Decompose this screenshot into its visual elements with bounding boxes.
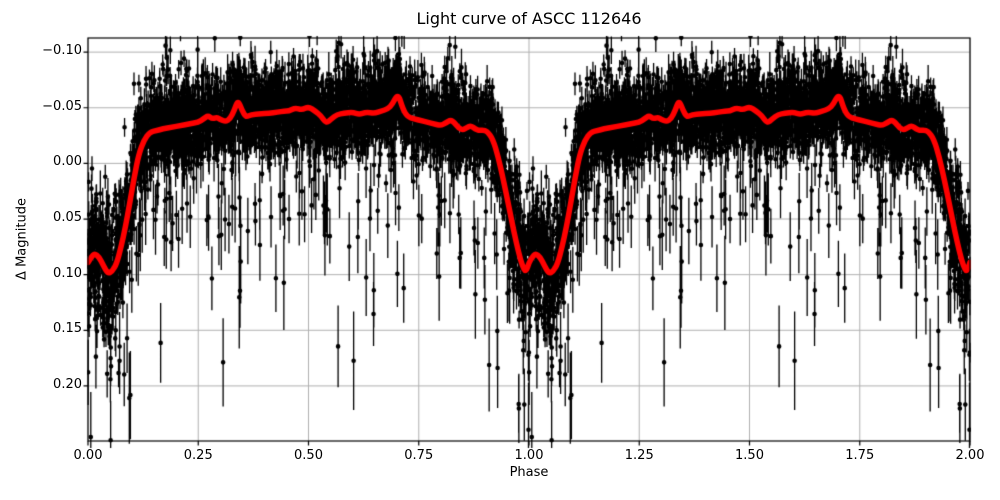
y-tick-label: −0.05	[42, 98, 82, 114]
y-tick-label: −0.10	[42, 43, 82, 59]
x-tick-label: 0.75	[404, 448, 434, 463]
x-axis-label: Phase	[509, 465, 549, 480]
y-tick-label: 0.00	[53, 154, 82, 170]
x-tick-label: 1.50	[735, 448, 764, 463]
x-tick-label: 0.50	[294, 448, 323, 463]
y-tick-label: 0.05	[53, 210, 82, 226]
x-tick-label: 2.00	[955, 448, 985, 463]
x-tick-label: 0.00	[73, 448, 103, 463]
x-tick-label: 1.25	[624, 448, 654, 463]
x-tick-label: 0.25	[183, 448, 213, 463]
y-tick-label: 0.15	[53, 321, 82, 337]
y-tick-label: 0.10	[53, 265, 82, 281]
x-tick-label: 1.75	[845, 448, 875, 463]
chart-title: Light curve of ASCC 112646	[416, 9, 642, 28]
y-tick-label: 0.20	[53, 376, 82, 392]
x-tick-label: 1.00	[514, 448, 544, 463]
